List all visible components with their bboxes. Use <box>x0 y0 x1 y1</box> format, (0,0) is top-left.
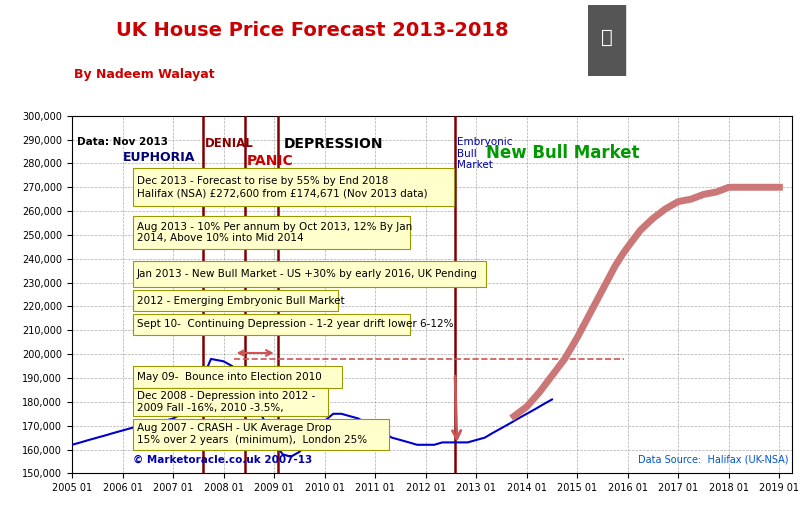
FancyBboxPatch shape <box>133 216 410 249</box>
FancyBboxPatch shape <box>133 419 389 450</box>
Text: Aug 2007 - CRASH - UK Average Drop
15% over 2 years  (minimum),  London 25%: Aug 2007 - CRASH - UK Average Drop 15% o… <box>137 423 367 445</box>
FancyBboxPatch shape <box>133 366 342 388</box>
Bar <box>588 5 625 76</box>
FancyBboxPatch shape <box>133 168 454 206</box>
Text: New Bull Market: New Bull Market <box>486 144 640 163</box>
Text: Embryonic
Bull
Market: Embryonic Bull Market <box>457 137 513 170</box>
Text: Data Source:  Halifax (UK-NSA): Data Source: Halifax (UK-NSA) <box>638 454 789 464</box>
Text: 🧑: 🧑 <box>601 28 613 47</box>
FancyBboxPatch shape <box>133 261 486 287</box>
Text: May 09-  Bounce into Election 2010: May 09- Bounce into Election 2010 <box>137 372 322 382</box>
Text: UK House Price Forecast 2013-2018: UK House Price Forecast 2013-2018 <box>116 21 508 40</box>
Text: Dec 2013 - Forecast to rise by 55% by End 2018
Halifax (NSA) £272,600 from £174,: Dec 2013 - Forecast to rise by 55% by En… <box>137 176 427 198</box>
Text: EUPHORIA: EUPHORIA <box>122 151 195 165</box>
Text: MarketOracle.co.uk: MarketOracle.co.uk <box>639 31 776 44</box>
Text: Financial Markets Analysis & Forecasts: Financial Markets Analysis & Forecasts <box>606 79 776 88</box>
FancyBboxPatch shape <box>133 388 328 416</box>
FancyBboxPatch shape <box>133 313 410 335</box>
Text: By Nadeem Walayat: By Nadeem Walayat <box>74 68 214 82</box>
Text: Data: Nov 2013: Data: Nov 2013 <box>77 137 168 147</box>
Text: 2012 - Emerging Embryonic Bull Market: 2012 - Emerging Embryonic Bull Market <box>137 296 345 306</box>
Text: Aug 2013 - 10% Per annum by Oct 2013, 12% By Jan
2014, Above 10% into Mid 2014: Aug 2013 - 10% Per annum by Oct 2013, 12… <box>137 222 412 244</box>
Text: PANIC: PANIC <box>246 154 293 168</box>
Text: © Marketoracle.co.uk 2007-13: © Marketoracle.co.uk 2007-13 <box>133 454 313 464</box>
Text: DEPRESSION: DEPRESSION <box>284 137 384 151</box>
FancyBboxPatch shape <box>133 290 338 311</box>
Text: Dec 2008 - Depression into 2012 -
2009 Fall -16%, 2010 -3.5%,: Dec 2008 - Depression into 2012 - 2009 F… <box>137 391 315 413</box>
Text: Sept 10-  Continuing Depression - 1-2 year drift lower 6-12%: Sept 10- Continuing Depression - 1-2 yea… <box>137 319 454 329</box>
Text: Jan 2013 - New Bull Market - US +30% by early 2016, UK Pending: Jan 2013 - New Bull Market - US +30% by … <box>137 269 478 279</box>
Text: DENIAL: DENIAL <box>204 137 253 150</box>
